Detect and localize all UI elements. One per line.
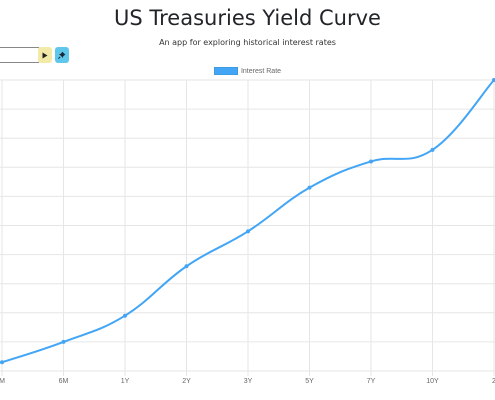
x-tick-label: 10Y: [426, 378, 439, 385]
data-point-10y[interactable]: [430, 147, 435, 152]
data-point-1y[interactable]: [123, 313, 127, 318]
play-button[interactable]: [38, 47, 52, 63]
legend-label: Interest Rate: [240, 67, 282, 75]
legend-swatch: [213, 67, 238, 75]
x-tick-label: 5Y: [305, 378, 314, 385]
page-title: US Treasuries Yield Curve: [114, 6, 381, 30]
x-axis: M 6M 1Y 2Y 3Y 5Y 7Y 10Y 2: [0, 378, 495, 385]
data-point-2y[interactable]: [184, 264, 189, 269]
x-tick-label: 6M: [59, 378, 69, 385]
chart-legend[interactable]: Interest Rate: [0, 67, 495, 75]
x-tick-label: 3Y: [244, 378, 253, 385]
x-tick-label: 2: [492, 378, 495, 385]
date-input[interactable]: [0, 47, 40, 63]
data-point-20y[interactable]: [492, 78, 495, 82]
series-points: [0, 78, 495, 365]
pin-icon: [58, 51, 66, 59]
data-point-7y[interactable]: [369, 159, 373, 164]
grid: [0, 79, 495, 376]
page-subtitle: An app for exploring historical interest…: [159, 38, 336, 47]
play-icon: [42, 52, 48, 58]
x-tick-label: M: [0, 378, 5, 385]
data-point-6m[interactable]: [61, 339, 66, 344]
pin-button[interactable]: [55, 47, 69, 63]
x-tick-label: 2Y: [182, 378, 191, 385]
x-tick-label: 7Y: [367, 378, 376, 385]
data-point-3m[interactable]: [0, 360, 4, 365]
data-point-5y[interactable]: [307, 185, 312, 190]
x-tick-label: 1Y: [121, 378, 130, 385]
data-point-3y[interactable]: [246, 229, 250, 234]
